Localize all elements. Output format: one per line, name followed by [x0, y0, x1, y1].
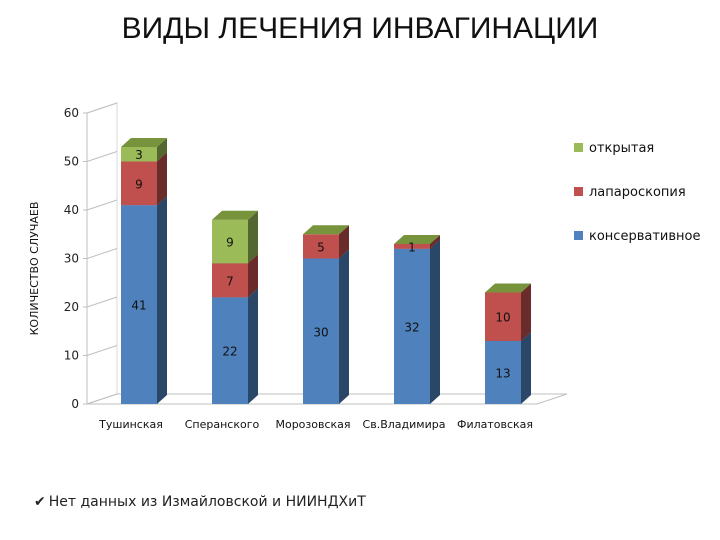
- bar-segment-top: [485, 283, 531, 293]
- y-axis-label: КОЛИЧЕСТВО СЛУЧАЕВ: [28, 202, 41, 336]
- chart-title: ВИДЫ ЛЕЧЕНИЯ ИНВАГИНАЦИИ: [121, 12, 599, 45]
- bar-segment-side: [430, 234, 440, 249]
- bar-segment: [394, 243, 430, 249]
- data-label: 1: [408, 240, 416, 254]
- bar-segment-side: [248, 288, 258, 404]
- legend-label: консервативное: [589, 229, 700, 244]
- bar-segment: [212, 263, 248, 298]
- legend-swatch: [574, 187, 583, 196]
- data-label: 32: [404, 320, 419, 334]
- x-tick-label: Тушинская: [98, 418, 163, 431]
- y-tick-label: 50: [64, 155, 79, 169]
- bar-segment: [485, 292, 521, 341]
- legend-label: лапароскопия: [589, 185, 686, 200]
- data-label: 9: [135, 177, 143, 191]
- legend-swatch: [574, 143, 583, 152]
- bar-segment-side: [521, 283, 531, 341]
- data-label: 7: [226, 274, 234, 288]
- bar-segment: [212, 219, 248, 264]
- bar-segment: [303, 258, 339, 404]
- bar-segment-side: [339, 225, 349, 259]
- bar-segment: [212, 297, 248, 404]
- y-tick-depth-line: [86, 248, 118, 259]
- y-tick-depth-line: [86, 345, 118, 356]
- bar-segment-top: [121, 137, 167, 147]
- bar-segment: [121, 205, 157, 404]
- bar-segment-side: [157, 152, 167, 206]
- x-tick-label: Филатовская: [457, 418, 533, 431]
- y-tick-depth-line: [86, 199, 118, 211]
- y-tick-label: 30: [64, 252, 79, 266]
- data-label: 41: [131, 299, 146, 313]
- y-tick-depth-line: [86, 102, 118, 114]
- checkmark-icon: ✔: [34, 494, 46, 510]
- footnote: ✔ Нет данных из Измайловской и НИИНДХиТ: [34, 494, 366, 510]
- bar-segment-side: [157, 137, 167, 162]
- y-tick-label: 20: [64, 300, 79, 314]
- bar-segment: [303, 234, 339, 259]
- data-label: 3: [135, 148, 143, 162]
- y-tick-label: 0: [71, 397, 79, 411]
- legend-swatch: [574, 231, 583, 240]
- data-label: 10: [495, 311, 510, 325]
- y-tick-depth-line: [86, 151, 118, 162]
- x-tick-label: Морозовская: [275, 418, 350, 431]
- bar-segment: [121, 146, 157, 162]
- bar-segment-side: [248, 210, 258, 264]
- bar-segment: [485, 340, 521, 404]
- bar-segment-side: [521, 331, 531, 404]
- footnote-text: Нет данных из Измайловской и НИИНДХиТ: [48, 494, 366, 510]
- bar-segment-top: [303, 225, 349, 235]
- bar-segment-side: [248, 254, 258, 298]
- y-tick-label: 10: [64, 349, 79, 363]
- data-label: 30: [313, 325, 328, 339]
- bar-segment: [394, 248, 430, 404]
- bar-segment-side: [339, 249, 349, 404]
- x-tick-label: Св.Владимира: [363, 418, 446, 431]
- bar-segment: [121, 161, 157, 206]
- bar-segment-side: [157, 196, 167, 404]
- bar-segment-side: [430, 239, 440, 404]
- legend-label: открытая: [589, 141, 654, 156]
- data-label: 9: [226, 236, 234, 250]
- data-label: 5: [317, 240, 325, 254]
- y-tick-depth-line: [86, 393, 118, 405]
- y-tick-depth-line: [86, 296, 118, 308]
- data-label: 22: [222, 345, 237, 359]
- bar-segment-top: [394, 234, 440, 244]
- data-label: 13: [495, 366, 510, 380]
- bar-segment-top: [212, 210, 258, 220]
- y-tick-label: 40: [64, 203, 79, 217]
- x-tick-label: Сперанского: [185, 418, 260, 431]
- y-tick-label: 60: [64, 106, 79, 120]
